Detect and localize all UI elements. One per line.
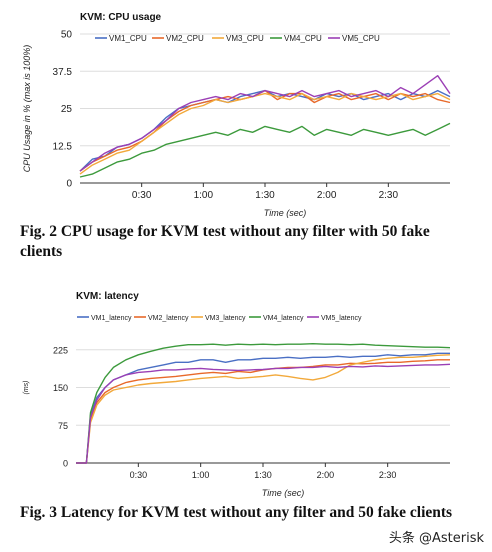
chart-1-series-line-5 [76,363,451,464]
chart-0-xaxis-label: Time (sec) [264,208,306,218]
chart-0-series-line-1 [79,89,451,172]
chart-1-xtick-label: 0:30 [130,470,148,480]
watermark-text: 头条 @Asterisk [388,531,484,546]
chart-0-legend-label-1: VM1_CPU [109,34,147,43]
chart-1-legend-label-2: VM2_latency [148,315,189,322]
chart-0-series-line-4 [79,122,451,178]
chart-0-xtick-label: 2:30 [379,190,399,201]
chart-0-xtick-label: 1:00 [194,190,214,201]
chart-1-xtick-label: 1:00 [192,470,210,480]
chart-0-legend-label-4: VM4_CPU [284,34,322,43]
chart-0-ytick-label: 12.5 [53,141,73,152]
chart-1-legend-label-1: VM1_latency [91,315,132,322]
chart-1-legend-label-4: VM4_latency [263,315,304,322]
chart-0-series-line-2 [79,89,451,172]
chart-1-xtick-label: 1:30 [254,470,272,480]
chart-1-xaxis-label: Time (sec) [262,488,304,498]
chart-1-title: KVM: latency [76,291,139,302]
chart-0-title: KVM: CPU usage [80,12,162,23]
figure-3-caption: Fig. 3 Latency for KVM test without any … [20,504,453,521]
chart-0-yaxis-label: CPU Usage in % (max is 100%) [22,45,32,173]
chart-1-series-line-2 [76,359,450,464]
chart-0-xtick-label: 1:30 [255,190,275,201]
chart-1-xtick-label: 2:30 [379,470,397,480]
chart-1-legend-label-5: VM5_latency [321,315,362,322]
chart-1-ytick-label: 0 [63,459,68,469]
chart-1-series-line-4 [76,343,451,464]
chart-1-ytick-label: 225 [53,345,68,355]
chart-1-yaxis-label: (ms) [23,381,30,395]
chart-1-xtick-label: 2:00 [317,470,335,480]
chart-0-series-line-5 [79,75,451,172]
chart-0-legend-label-2: VM2_CPU [166,34,204,43]
chart-1-ytick-label: 150 [53,383,68,393]
chart-0-xtick-label: 0:30 [132,190,152,201]
chart-0-ytick-label: 0 [66,179,72,190]
chart-0-xtick-label: 2:00 [317,190,337,201]
chart-0-ytick-label: 37.5 [53,67,73,78]
figure-2-caption: Fig. 2 CPU usage for KVM test without an… [20,223,430,260]
chart-1-legend-label-3: VM3_latency [205,315,246,322]
chart-1-ytick-label: 75 [58,421,68,431]
chart-1-series-line-3 [76,354,451,464]
chart-0-ytick-label: 25 [61,104,73,115]
chart-0-legend-label-3: VM3_CPU [226,34,264,43]
chart-0-legend-label-5: VM5_CPU [342,34,380,43]
chart-0-ytick-label: 50 [61,30,73,41]
